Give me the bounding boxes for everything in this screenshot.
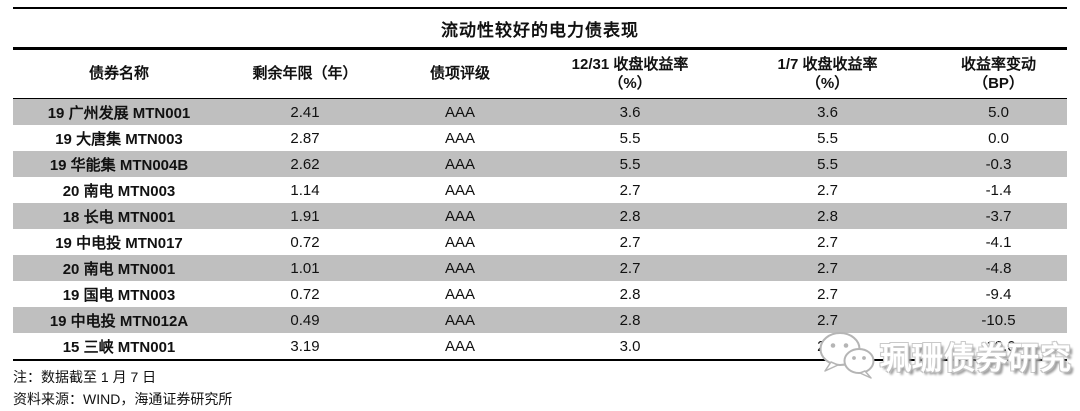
- cell-change-bp: -9.4: [985, 285, 1012, 303]
- table-header: 债券名称 剩余年限（年） 债项评级 12/31 收盘收益率 （%） 1/7 收盘…: [13, 50, 1067, 99]
- cell-change-bp: -0.3: [930, 151, 1067, 177]
- note-source: 资料来源：WIND，海通证券研究所: [13, 391, 233, 408]
- table-row: 19 大唐集 MTN003 2.87 AAA 5.5 5.5 0.0: [13, 125, 1067, 151]
- cell-maturity: 1.01: [225, 255, 385, 281]
- cell-yield-1231: 2.8: [619, 285, 641, 303]
- cell-name: 18 长电 MTN001: [13, 203, 225, 229]
- cell-rating: AAA: [385, 255, 535, 281]
- cell-maturity: 2.62: [225, 151, 385, 177]
- table-body: 19 广州发展 MTN001 2.41 AAA 3.6 3.6 5.0 19 大唐集 MTN…: [13, 98, 1067, 361]
- cell-yield-1231: 3.6: [535, 98, 725, 125]
- cell-yield-1231: 2.8: [535, 203, 725, 229]
- header-line1: 12/31 收盘收益率: [571, 55, 689, 73]
- cell-yield-1231: 2.7: [619, 181, 641, 199]
- cell-name: 19 国电 MTN003: [62, 286, 176, 304]
- header-line2: （%）: [805, 75, 850, 92]
- table-row: 20 南电 MTN001 1.01 AAA 2.7 2.7 -4.8: [13, 255, 1067, 281]
- col-header-change-bp: 收益率变动 （BP）: [930, 50, 1067, 99]
- cell-name: 19 中电投 MTN012A: [13, 307, 225, 333]
- cell-maturity: 3.19: [290, 337, 320, 355]
- table-title: 流动性较好的电力债表现: [13, 7, 1067, 50]
- cell-change-bp: -1.4: [985, 181, 1012, 199]
- col-header-maturity: 剩余年限（年）: [225, 50, 385, 99]
- cell-yield-1231: 5.5: [535, 151, 725, 177]
- cell-rating: AAA: [444, 233, 475, 251]
- cell-rating: AAA: [444, 129, 475, 147]
- cell-yield-0107: 3.6: [725, 98, 930, 125]
- cell-name: 19 大唐集 MTN003: [55, 130, 183, 148]
- table-row: 20 南电 MTN003 1.14 AAA 2.7 2.7 -1.4: [13, 177, 1067, 203]
- cell-yield-1231: 2.8: [535, 307, 725, 333]
- wechat-icon: [819, 332, 875, 379]
- table-row: 19 华能集 MTN004B 2.62 AAA 5.5 5.5 -0.3: [13, 151, 1067, 177]
- header-line2: （BP）: [973, 75, 1024, 92]
- cell-maturity: 2.41: [225, 98, 385, 125]
- table-row: 18 长电 MTN001 1.91 AAA 2.8 2.8 -3.7: [13, 203, 1067, 229]
- cell-yield-0107: 5.5: [817, 129, 838, 147]
- cell-name: 19 华能集 MTN004B: [13, 151, 225, 177]
- cell-rating: AAA: [444, 337, 475, 355]
- col-header-yield-0107: 1/7 收盘收益率 （%）: [725, 50, 930, 99]
- cell-name: 15 三峡 MTN001: [62, 338, 176, 356]
- cell-change-bp: 5.0: [930, 98, 1067, 125]
- footnotes: 注：数据截至 1 月 7 日 资料来源：WIND，海通证券研究所: [13, 361, 1067, 411]
- cell-maturity: 0.72: [290, 285, 320, 303]
- cell-yield-0107: 2.7: [817, 233, 838, 251]
- bond-table: 债券名称 剩余年限（年） 债项评级 12/31 收盘收益率 （%） 1/7 收盘…: [13, 50, 1067, 361]
- header-line1: 债券名称: [88, 65, 149, 83]
- cell-yield-0107: 2.7: [725, 255, 930, 281]
- header-line2: （%）: [608, 75, 652, 92]
- header-line1: 收益率变动: [960, 55, 1036, 73]
- col-header-rating: 债项评级: [385, 50, 535, 99]
- cell-yield-0107: 5.5: [725, 151, 930, 177]
- cell-maturity: 0.72: [290, 233, 320, 251]
- cell-name: 20 南电 MTN003: [62, 182, 176, 200]
- cell-yield-0107: 2.7: [817, 285, 838, 303]
- cell-change-bp: -19.0: [981, 337, 1016, 355]
- cell-name: 19 中电投 MTN017: [55, 234, 183, 252]
- cell-change-bp: -10.5: [930, 307, 1067, 333]
- cell-maturity: 1.14: [290, 181, 320, 199]
- cell-change-bp: -4.8: [930, 255, 1067, 281]
- cell-yield-1231: 2.7: [619, 233, 641, 251]
- table-row: 19 中电投 MTN017 0.72 AAA 2.7 2.7 -4.1: [13, 229, 1067, 255]
- cell-yield-1231: 2.7: [535, 255, 725, 281]
- cell-rating: AAA: [385, 307, 535, 333]
- table-row: 19 国电 MTN003 0.72 AAA 2.8 2.7 -9.4: [13, 281, 1067, 307]
- cell-yield-1231: 3.0: [619, 337, 641, 355]
- col-header-bond-name: 债券名称: [13, 50, 225, 99]
- cell-yield-0107: 2.8: [725, 203, 930, 229]
- cell-name: 19 广州发展 MTN001: [13, 98, 225, 125]
- header-line1: 剩余年限（年）: [252, 65, 358, 83]
- cell-maturity: 0.49: [225, 307, 385, 333]
- cell-maturity: 2.87: [290, 129, 320, 147]
- cell-name: 20 南电 MTN001: [13, 255, 225, 281]
- cell-change-bp: -4.1: [985, 233, 1012, 251]
- col-header-yield-1231: 12/31 收盘收益率 （%）: [535, 50, 725, 99]
- table-row: 19 广州发展 MTN001 2.41 AAA 3.6 3.6 5.0: [13, 98, 1067, 125]
- table-row: 19 中电投 MTN012A 0.49 AAA 2.8 2.7 -10.5: [13, 307, 1067, 333]
- report-figure: 流动性较好的电力债表现 债券名称 剩余年限（年） 债项评级: [13, 7, 1067, 411]
- cell-rating: AAA: [444, 181, 475, 199]
- cell-change-bp: -3.7: [930, 203, 1067, 229]
- watermark-text: 珮珊债券研究: [880, 340, 1072, 376]
- header-line1: 1/7 收盘收益率: [777, 55, 878, 73]
- cell-rating: AAA: [385, 203, 535, 229]
- cell-change-bp: 0.0: [988, 129, 1009, 147]
- header-line1: 债项评级: [429, 65, 490, 83]
- cell-yield-0107: 2.7: [725, 307, 930, 333]
- cell-maturity: 1.91: [225, 203, 385, 229]
- watermark: 珮珊债券研究: [818, 330, 1072, 380]
- note-data-cutoff: 注：数据截至 1 月 7 日: [13, 369, 157, 385]
- cell-rating: AAA: [444, 285, 475, 303]
- header-row: 债券名称 剩余年限（年） 债项评级 12/31 收盘收益率 （%） 1/7 收盘…: [13, 50, 1067, 99]
- cell-yield-1231: 5.5: [619, 129, 641, 147]
- cell-rating: AAA: [385, 98, 535, 125]
- cell-rating: AAA: [385, 151, 535, 177]
- cell-yield-0107: 2.7: [817, 181, 838, 199]
